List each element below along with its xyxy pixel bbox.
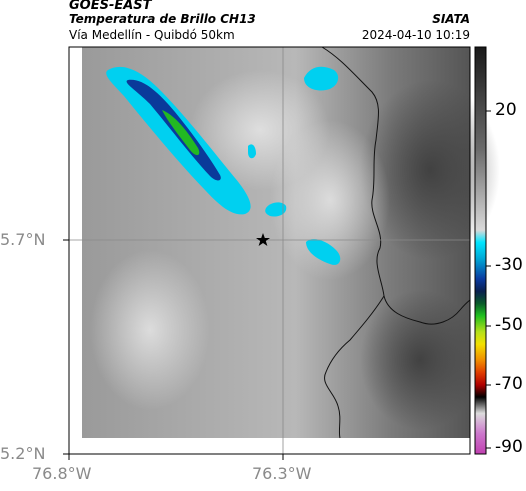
colorbar-label: -30 <box>495 255 523 275</box>
cold-cloud-band-core <box>126 79 221 181</box>
lat-tick-label: 5.7°N <box>0 230 46 249</box>
map-frame <box>68 46 471 455</box>
high-cloud-haze <box>90 250 210 410</box>
agency-label: SIATA <box>432 12 470 26</box>
cold-cloud-cell <box>306 239 341 265</box>
region-subtitle: Vía Medellín - Quibdó 50km <box>69 28 235 42</box>
cold-cloud-cell <box>265 202 287 217</box>
cold-cloud-cell <box>304 66 339 91</box>
location-star-icon <box>256 233 270 246</box>
timestamp-label: 2024-04-10 10:19 <box>361 28 470 42</box>
colorbar-label: -90 <box>495 437 523 457</box>
colorbar-label: -70 <box>495 374 523 394</box>
product-title: Temperatura de Brillo CH13 <box>69 12 256 26</box>
lon-tick-label: 76.3°W <box>252 464 312 483</box>
satellite-title: GOES-EAST <box>69 0 152 13</box>
cold-cloud-band-coldest <box>162 110 200 156</box>
colorbar-label: 20 <box>495 100 517 120</box>
lat-tick-label: 5.2°N <box>0 444 46 463</box>
cold-cloud-cell <box>248 144 256 159</box>
lon-tick-label: 76.8°W <box>32 464 92 483</box>
border-line <box>321 46 471 325</box>
colorbar-label: -50 <box>495 315 523 335</box>
warm-surface-region <box>360 290 480 430</box>
border-line <box>324 295 385 439</box>
warm-surface-region <box>360 80 500 260</box>
colorbar <box>474 46 487 455</box>
